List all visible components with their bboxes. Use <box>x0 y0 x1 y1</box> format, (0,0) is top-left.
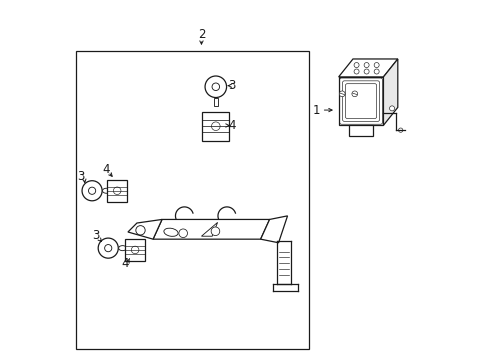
Polygon shape <box>128 220 162 239</box>
Circle shape <box>104 244 112 252</box>
Bar <box>125 239 145 261</box>
Bar <box>338 77 383 125</box>
Polygon shape <box>153 220 269 239</box>
Circle shape <box>179 229 187 238</box>
Text: 2: 2 <box>197 28 205 41</box>
Text: 1: 1 <box>312 104 319 117</box>
Circle shape <box>98 238 118 258</box>
Circle shape <box>113 187 121 194</box>
Polygon shape <box>260 216 287 243</box>
Circle shape <box>351 91 357 97</box>
Circle shape <box>364 69 368 74</box>
Bar <box>107 180 127 202</box>
Circle shape <box>131 246 139 254</box>
Bar <box>213 98 217 107</box>
Polygon shape <box>383 59 397 125</box>
Ellipse shape <box>119 246 126 251</box>
Circle shape <box>339 91 345 97</box>
Bar <box>202 112 229 140</box>
Circle shape <box>364 63 368 68</box>
Text: 4: 4 <box>228 119 235 132</box>
Circle shape <box>204 76 226 98</box>
Bar <box>76 51 308 348</box>
Polygon shape <box>338 59 397 77</box>
Circle shape <box>212 83 219 90</box>
Text: 3: 3 <box>92 229 99 242</box>
Polygon shape <box>201 222 217 236</box>
Circle shape <box>353 69 358 74</box>
Ellipse shape <box>102 188 110 193</box>
Bar <box>348 125 373 136</box>
Text: 3: 3 <box>78 170 85 183</box>
Text: 4: 4 <box>122 257 129 270</box>
Text: 3: 3 <box>228 79 235 92</box>
Circle shape <box>373 69 378 74</box>
Circle shape <box>88 187 96 194</box>
Circle shape <box>353 63 358 68</box>
Circle shape <box>389 106 394 111</box>
Ellipse shape <box>163 228 178 237</box>
Circle shape <box>211 227 219 235</box>
Circle shape <box>398 128 402 132</box>
Text: 4: 4 <box>102 163 109 176</box>
Circle shape <box>82 181 102 201</box>
Circle shape <box>373 63 378 68</box>
Circle shape <box>136 226 145 235</box>
Circle shape <box>211 122 220 131</box>
